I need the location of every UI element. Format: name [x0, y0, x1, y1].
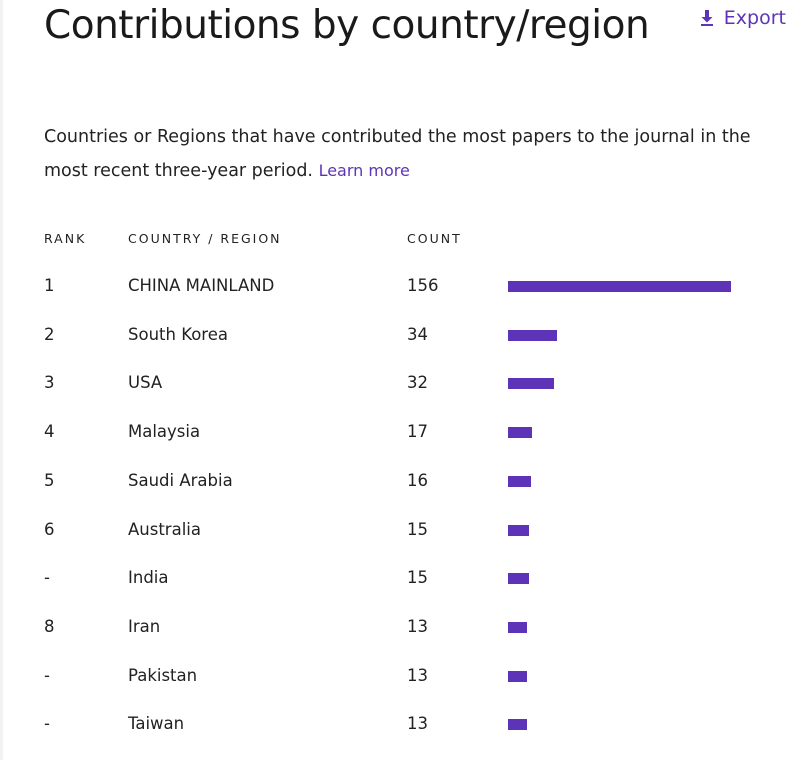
table-row: 3 USA 32 — [0, 368, 802, 398]
column-header-count: COUNT — [407, 231, 462, 246]
table-row: 8 Iran 13 — [0, 612, 802, 642]
rank-cell: 6 — [44, 520, 55, 539]
count-cell: 15 — [407, 520, 428, 539]
count-cell: 16 — [407, 471, 428, 490]
count-bar — [508, 476, 531, 487]
count-bar — [508, 330, 557, 341]
country-cell: Australia — [128, 520, 201, 539]
table-row: 6 Australia 15 — [0, 515, 802, 545]
country-cell: CHINA MAINLAND — [128, 276, 275, 295]
count-bar — [508, 671, 527, 682]
country-cell: South Korea — [128, 325, 228, 344]
learn-more-link[interactable]: Learn more — [318, 161, 410, 180]
rank-cell: 3 — [44, 373, 55, 392]
count-cell: 13 — [407, 666, 428, 685]
count-cell: 32 — [407, 373, 428, 392]
count-bar — [508, 281, 731, 292]
table-row: - India 15 — [0, 563, 802, 593]
country-cell: Taiwan — [128, 714, 185, 733]
country-cell: Malaysia — [128, 422, 201, 441]
count-cell: 156 — [407, 276, 439, 295]
table-row: 5 Saudi Arabia 16 — [0, 466, 802, 496]
page-title: Contributions by country/region — [44, 3, 650, 48]
rank-cell: 4 — [44, 422, 55, 441]
export-button[interactable]: Export — [700, 6, 786, 30]
download-icon — [700, 10, 714, 26]
export-label: Export — [723, 7, 786, 29]
count-cell: 34 — [407, 325, 428, 344]
table-row: - Taiwan 13 — [0, 709, 802, 739]
table-row: 2 South Korea 34 — [0, 320, 802, 350]
left-edge-rule — [0, 0, 3, 760]
country-cell: Iran — [128, 617, 161, 636]
description-text: Countries or Regions that have contribut… — [44, 127, 751, 181]
count-bar — [508, 525, 529, 536]
count-cell: 13 — [407, 617, 428, 636]
rank-cell: 5 — [44, 471, 55, 490]
rank-cell: - — [44, 568, 50, 587]
country-cell: Pakistan — [128, 666, 198, 685]
description: Countries or Regions that have contribut… — [44, 121, 794, 188]
country-cell: India — [128, 568, 169, 587]
rank-cell: 8 — [44, 617, 55, 636]
count-bar — [508, 719, 527, 730]
rank-cell: 2 — [44, 325, 55, 344]
count-cell: 13 — [407, 714, 428, 733]
table-row: - Pakistan 13 — [0, 661, 802, 691]
column-header-country: COUNTRY / REGION — [128, 231, 282, 246]
rank-cell: 1 — [44, 276, 55, 295]
count-bar — [508, 622, 527, 633]
rank-cell: - — [44, 714, 50, 733]
country-cell: USA — [128, 373, 163, 392]
rank-cell: - — [44, 666, 50, 685]
table-row: 1 CHINA MAINLAND 156 — [0, 271, 802, 301]
count-bar — [508, 378, 554, 389]
count-bar — [508, 573, 529, 584]
country-cell: Saudi Arabia — [128, 471, 233, 490]
count-cell: 17 — [407, 422, 428, 441]
count-cell: 15 — [407, 568, 428, 587]
column-header-rank: RANK — [44, 231, 87, 246]
count-bar — [508, 427, 532, 438]
table-row: 4 Malaysia 17 — [0, 417, 802, 447]
